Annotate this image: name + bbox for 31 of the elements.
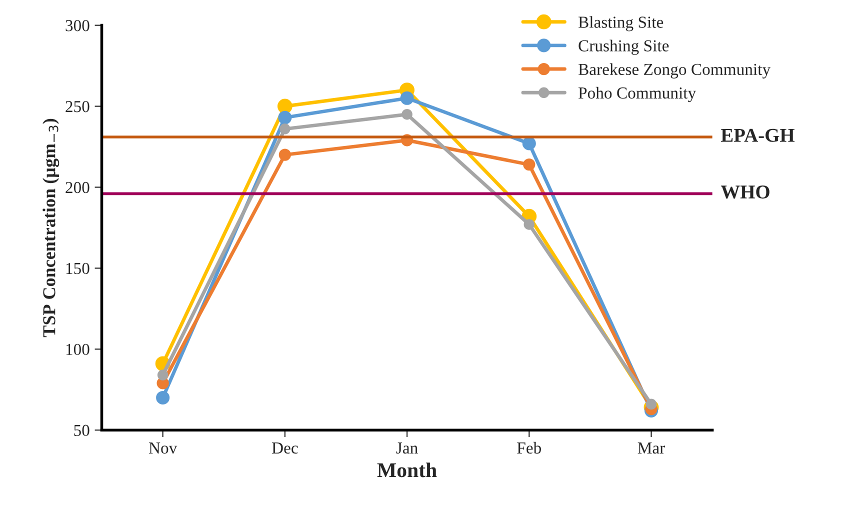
point (277, 98, 292, 114)
point (280, 124, 290, 134)
x-tick-label: Jan (396, 442, 418, 454)
y-tick-label: 100 (66, 344, 90, 356)
legend-label: Blasting Site (578, 16, 664, 32)
point (523, 158, 536, 171)
x-tick-label: Mar (638, 442, 665, 454)
y-tick-label: 150 (66, 262, 90, 274)
y-axis-title: TSP Concentration (µgm$_{−3}$) (42, 118, 60, 338)
x-tick-label: Dec (272, 442, 298, 454)
point (524, 219, 535, 230)
point (157, 370, 168, 380)
point (646, 398, 657, 410)
point (522, 136, 536, 150)
legend-label: Barekese Zongo Community (578, 63, 771, 78)
y-tick-label: 250 (66, 100, 90, 112)
y-tick-label: 300 (66, 20, 90, 32)
x-tick-label: Feb (517, 442, 542, 454)
x-tick-label: Nov (148, 442, 178, 454)
legend-label: Crushing Site (578, 40, 669, 55)
point (402, 108, 412, 120)
legend-label: Poho Community (578, 86, 696, 102)
point (278, 148, 292, 161)
y-tick-label: 200 (66, 182, 90, 194)
y-tick-label: 50 (74, 424, 90, 436)
point (156, 390, 170, 404)
point (400, 91, 414, 105)
point (278, 110, 292, 124)
ref-line-label: WHO (720, 185, 770, 199)
x-axis-title: Month (377, 462, 437, 478)
ref-line-label: EPA-GH (720, 128, 795, 142)
